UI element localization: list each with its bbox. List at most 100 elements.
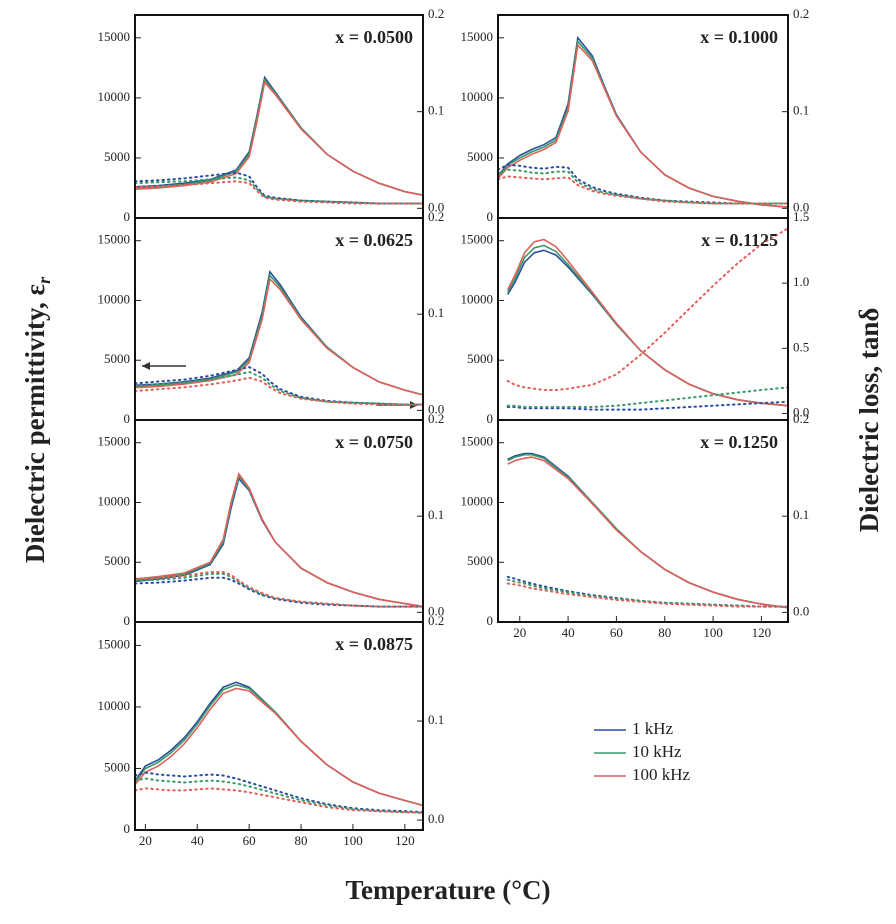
x-tick-label: 60 xyxy=(243,833,256,848)
loss-line xyxy=(135,787,423,815)
panel-label: x = 0.0875 xyxy=(335,634,413,654)
permittivity-line xyxy=(506,244,788,407)
plot-area xyxy=(135,471,423,608)
y2-tick-label: 0.0 xyxy=(428,199,444,214)
permittivity-line xyxy=(135,78,423,196)
x-tick-label: 80 xyxy=(295,833,308,848)
panel-label: x = 0.0625 xyxy=(335,230,413,250)
loss-line xyxy=(506,575,788,608)
loss-line xyxy=(135,366,423,406)
y2-tick-label: 0.0 xyxy=(793,404,809,419)
panel-frame xyxy=(134,621,424,831)
permittivity-line xyxy=(135,273,423,396)
y-tick-label: 10000 xyxy=(98,291,131,306)
permittivity-line xyxy=(135,75,423,196)
y-tick-label: 5000 xyxy=(104,553,130,568)
y-tick-label: 15000 xyxy=(98,434,131,449)
loss-line xyxy=(498,163,788,205)
y-tick-label: 0 xyxy=(124,613,131,628)
y-tick-label: 15000 xyxy=(461,232,494,247)
y-tick-label: 15000 xyxy=(461,434,494,449)
permittivity-line xyxy=(135,471,423,608)
y2-tick-label: 0.0 xyxy=(793,199,809,214)
plot-area xyxy=(135,269,423,406)
y-axis-title-text: Dielectric permittivity, ε xyxy=(20,284,50,563)
permittivity-line xyxy=(507,452,788,609)
plot-area xyxy=(506,452,788,609)
loss-line xyxy=(506,386,788,408)
permittivity-line xyxy=(498,35,788,208)
permittivity-line xyxy=(498,39,788,208)
y-tick-label: 5000 xyxy=(104,149,130,164)
plot-area xyxy=(498,35,788,208)
y-tick-label: 5000 xyxy=(467,149,493,164)
x-axis-title: Temperature (°C) xyxy=(345,875,550,905)
panel-label: x = 0.0750 xyxy=(335,432,413,452)
x-tick-label: 20 xyxy=(513,625,526,640)
permittivity-line xyxy=(135,269,423,396)
permittivity-line xyxy=(506,238,788,407)
y-tick-label: 0 xyxy=(124,209,131,224)
y-tick-label: 10000 xyxy=(98,698,131,713)
plot-area xyxy=(135,75,423,205)
y2-tick-label: 0.0 xyxy=(428,603,444,618)
y2-tick-label: 0.2 xyxy=(428,209,444,224)
y-tick-label: 15000 xyxy=(98,232,131,247)
loss-line xyxy=(135,572,423,608)
y2-tick-label: 0.1 xyxy=(428,103,444,118)
x-tick-label: 100 xyxy=(343,833,363,848)
permittivity-line xyxy=(135,474,423,608)
permittivity-line xyxy=(135,687,423,807)
y-tick-label: 15000 xyxy=(461,29,494,44)
y-tick-label: 10000 xyxy=(461,493,494,508)
panel-label: x = 0.1125 xyxy=(701,230,778,250)
y-tick-label: 5000 xyxy=(467,351,493,366)
loss-line xyxy=(135,777,423,814)
permittivity-line xyxy=(507,456,788,609)
legend-label: 100 kHz xyxy=(632,765,691,784)
y-tick-label: 5000 xyxy=(104,759,130,774)
loss-line xyxy=(135,180,423,205)
y-tick-label: 0 xyxy=(124,821,131,836)
y-axis-title-sub: r xyxy=(34,276,54,284)
loss-line xyxy=(506,400,788,411)
y2-tick-label: 0.1 xyxy=(428,305,444,320)
legend-label: 10 kHz xyxy=(632,742,682,761)
x-tick-label: 20 xyxy=(139,833,152,848)
x-tick-label: 100 xyxy=(703,625,723,640)
loss-line xyxy=(135,576,423,608)
panel-label: x = 0.0500 xyxy=(335,27,413,47)
loss-line xyxy=(506,578,788,608)
permittivity-line xyxy=(135,277,423,396)
x-tick-label: 120 xyxy=(395,833,415,848)
panel-frame xyxy=(497,419,789,623)
loss-line xyxy=(135,571,423,608)
permittivity-line xyxy=(507,249,788,407)
plot-area xyxy=(135,681,423,815)
permittivity-line xyxy=(135,681,423,807)
y2-tick-label: 0.1 xyxy=(793,507,809,522)
permittivity-line xyxy=(135,476,423,608)
y2-tick-label: 1.5 xyxy=(793,209,809,224)
legend-label: 1 kHz xyxy=(632,719,674,738)
y-tick-label: 10000 xyxy=(98,493,131,508)
loss-line xyxy=(135,171,423,205)
x-tick-label: 120 xyxy=(752,625,772,640)
y2-tick-label: 0.1 xyxy=(428,507,444,522)
y-tick-label: 0 xyxy=(487,209,494,224)
permittivity-line xyxy=(498,43,788,208)
y2-tick-label: 0.2 xyxy=(428,6,444,21)
y2-tick-label: 0.2 xyxy=(793,411,809,426)
loss-line xyxy=(135,771,423,814)
y-tick-label: 5000 xyxy=(104,351,130,366)
y-tick-label: 15000 xyxy=(98,636,131,651)
y2-tick-label: 0.5 xyxy=(793,339,809,354)
arrow-head xyxy=(142,362,150,370)
y-tick-label: 5000 xyxy=(467,553,493,568)
loss-line xyxy=(135,376,423,406)
plot-area xyxy=(506,227,788,411)
x-tick-label: 60 xyxy=(610,625,623,640)
y2-tick-label: 0.0 xyxy=(428,401,444,416)
panel-label: x = 0.1000 xyxy=(700,27,778,47)
